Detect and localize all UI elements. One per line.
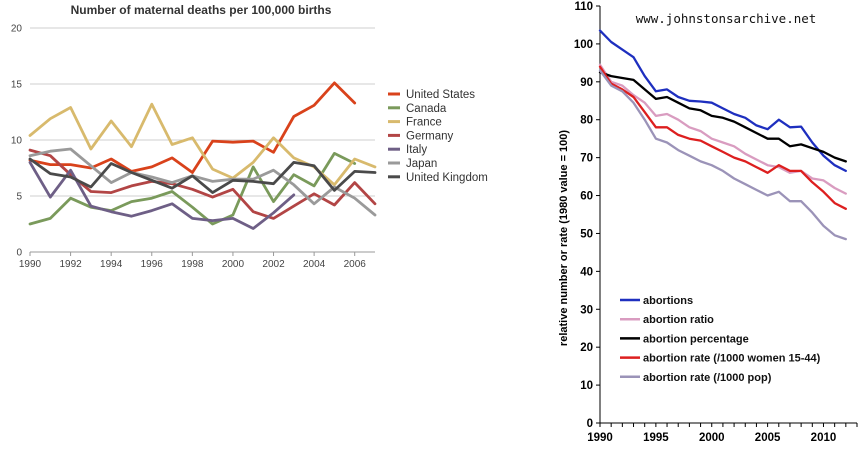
x-tick-label: 2006 [344,259,367,270]
y-tick-label: 60 [580,191,593,203]
x-tick-label: 2005 [755,432,781,444]
legend-label-japan: Japan [406,158,437,170]
legend-label-abortions: abortions [643,295,693,307]
x-tick-label: 2002 [262,259,285,270]
y-tick-label: 0 [16,248,22,259]
maternal-deaths-chart: Number of maternal deaths per 100,000 bi… [11,3,488,270]
series-japan-line [28,147,377,217]
y-tick-label: 40 [580,266,593,278]
legend-label-abortion-ratio: abortion ratio [643,314,714,326]
y-axis-label: relative number or rate (1980 value = 10… [558,130,570,346]
chart-title: Number of maternal deaths per 100,000 bi… [71,3,332,17]
legend: abortions abortion ratio abortion percenta… [620,295,821,384]
legend-label-france: France [406,117,442,129]
y-tick-label: 30 [580,304,593,316]
series-abortion-rate-1000-pop-line [598,69,847,241]
series-lines [28,81,377,230]
x-tick-label: 1990 [19,259,42,270]
x-tick-label: 1992 [59,259,82,270]
x-tick-label: 1998 [181,259,204,270]
y-tick-label: 15 [11,80,23,91]
y-tick-label: 20 [11,24,23,35]
series-italy-line [28,161,296,230]
x-tick-label: 1994 [100,259,123,270]
y-tick-label: 10 [580,380,593,392]
x-tick-label: 2000 [699,432,725,444]
series-canada-line [28,152,357,226]
legend-label-united-kingdom: United Kingdom [406,172,488,184]
series-abortion-rate-1000-women-15-44-line [598,65,847,210]
y-tick-label: 20 [580,342,593,354]
series-germany-line [28,148,377,220]
legend-label-united-states: United States [406,89,475,101]
abortion-trends-chart: 0 10 20 30 40 50 60 70 80 90 100 110 1990 1995 2000 20… [558,1,858,444]
y-tick-label: 0 [587,418,593,430]
x-axis-ticks: 1990 1992 1994 1996 1998 2000 2002 2004 2006 [19,252,366,270]
legend-label-abortion-rate-1000-pop: abortion rate (/1000 pop) [643,372,772,384]
y-tick-label: 110 [574,1,593,13]
legend-label-germany: Germany [406,130,454,142]
y-tick-label: 5 [16,192,22,203]
legend-label-abortion-rate-1000-women-15-44: abortion rate (/1000 women 15-44) [643,353,821,365]
legend-label-italy: Italy [406,144,427,156]
x-tick-label: 1995 [643,432,669,444]
legend-label-canada: Canada [406,103,447,115]
y-tick-label: 90 [580,77,593,89]
x-tick-label: 1996 [141,259,164,270]
watermark: www.johnstonsarchive.net [636,11,817,26]
y-axis-ticks: 0 10 20 30 40 50 60 70 80 90 100 110 [574,1,600,430]
x-axis-ticks: 1990 1995 2000 2005 2010 [587,423,858,444]
series-abortion-percentage-line [598,71,847,163]
x-tick-label: 2010 [811,432,837,444]
y-tick-label: 100 [574,39,593,51]
x-tick-label: 1990 [587,432,613,444]
y-tick-label: 50 [580,228,593,240]
y-tick-label: 80 [580,115,593,127]
y-axis-ticks: 0 5 10 15 20 [11,24,23,259]
legend-label-abortion-percentage: abortion percentage [643,333,749,345]
y-tick-label: 70 [580,153,593,165]
series-lines [598,29,847,241]
y-tick-label: 10 [11,136,23,147]
x-tick-label: 2004 [303,259,326,270]
series-united-states-line [28,81,357,174]
axes [599,6,857,424]
x-tick-label: 2000 [222,259,245,270]
series-united-kingdom-line [28,157,377,194]
series-abortions-line [598,29,847,173]
